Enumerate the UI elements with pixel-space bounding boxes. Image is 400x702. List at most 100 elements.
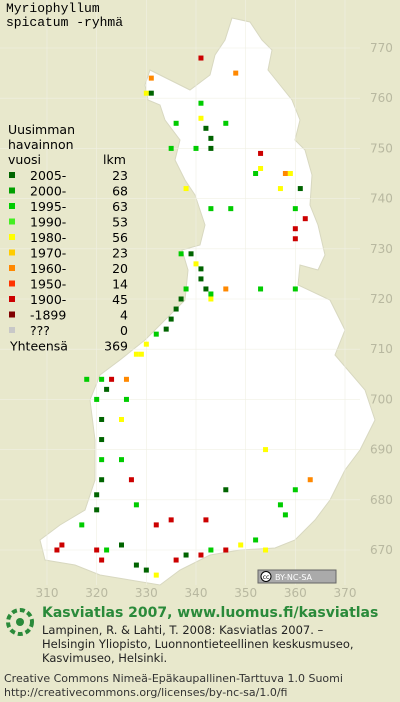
observation-square (99, 437, 105, 443)
legend-swatch (9, 234, 15, 240)
y-tick-label: 710 (370, 342, 393, 356)
observation-square (119, 542, 124, 548)
license-line: Creative Commons Nimeä-Epäkaupallinen-Ta… (4, 672, 343, 685)
legend-count: 0 (120, 323, 128, 338)
observation-square (253, 537, 259, 543)
citation-line: Lampinen, R. & Lahti, T. 2008: Kasviatla… (42, 623, 324, 637)
observation-square (208, 135, 214, 141)
observation-square (133, 351, 139, 357)
observation-square (223, 487, 229, 493)
x-tick-label: 370 (334, 586, 357, 600)
legend-label: 1950- (30, 277, 66, 292)
legend-count: 53 (112, 215, 128, 230)
observation-square (104, 547, 110, 553)
observation-square (99, 457, 105, 463)
observation-square (143, 90, 149, 96)
observation-square (282, 171, 288, 176)
observation-square (99, 416, 105, 422)
observation-square (138, 351, 144, 357)
observation-square (193, 261, 199, 267)
observation-square (178, 251, 184, 257)
legend-label: 2000- (30, 184, 66, 199)
observation-square (123, 376, 129, 382)
legend-total-label: Yhteensä (9, 339, 68, 354)
observations (54, 55, 313, 578)
legend-label: 1970- (30, 246, 66, 261)
legend-label: 1900- (30, 292, 66, 307)
legend-swatch (9, 280, 15, 287)
license-line: http://creativecommons.org/licenses/by-n… (4, 686, 287, 699)
observation-square (84, 376, 90, 382)
legend-count: 23 (112, 246, 128, 261)
logo (6, 608, 34, 636)
observation-square (292, 226, 298, 232)
legend-swatch (9, 249, 15, 256)
observation-square (94, 396, 100, 402)
legend-count: 4 (120, 308, 128, 323)
observation-square (258, 165, 264, 171)
legend-count: 56 (112, 230, 128, 245)
legend-header: vuosi (8, 152, 41, 167)
observation-square (223, 286, 229, 292)
observation-square (99, 477, 105, 483)
legend-label: 1960- (30, 261, 66, 276)
observation-square (119, 457, 124, 463)
observation-square (133, 562, 139, 568)
y-tick-label: 750 (370, 141, 393, 155)
x-tick-label: 350 (234, 586, 257, 600)
observation-square (188, 251, 194, 257)
y-tick-label: 720 (370, 292, 393, 306)
x-tick-label: 360 (284, 586, 307, 600)
observation-square (198, 100, 204, 106)
observation-square (119, 416, 124, 422)
x-tick-label: 340 (185, 586, 208, 600)
observation-square (302, 216, 308, 222)
footer-title: Kasviatlas 2007, www.luomus.fi/kasviatla… (42, 605, 378, 621)
legend-count: 14 (112, 277, 128, 292)
observation-square (109, 376, 115, 382)
legend-swatch (9, 187, 15, 194)
legend-count: 23 (112, 168, 128, 183)
observation-square (292, 206, 298, 212)
observation-square (292, 286, 298, 292)
legend-label: 2005- (30, 168, 66, 183)
observation-square (168, 145, 174, 151)
y-tick-label: 770 (370, 41, 393, 55)
y-tick-label: 730 (370, 242, 393, 256)
observation-square (128, 477, 134, 483)
observation-square (208, 291, 214, 297)
observation-square (233, 70, 239, 76)
badge-cc: cc (263, 574, 270, 581)
logo-center (16, 618, 24, 626)
observation-square (143, 341, 149, 347)
observation-square (263, 447, 269, 453)
observation-square (292, 236, 298, 242)
cc-badge: cc BY-NC-SA (257, 569, 337, 584)
observation-square (198, 115, 204, 121)
observation-square (99, 557, 105, 563)
observation-square (59, 542, 65, 548)
observation-square (143, 567, 149, 573)
legend-count: 68 (112, 184, 128, 199)
legend-count: 63 (112, 199, 128, 214)
observation-square (223, 120, 229, 126)
legend-total: 369 (104, 339, 128, 354)
legend-header: Uusimman (8, 122, 75, 137)
observation-square (277, 186, 283, 192)
observation-square (133, 502, 139, 508)
observation-square (253, 171, 259, 176)
observation-square (198, 552, 204, 558)
x-tick-label: 320 (85, 586, 108, 600)
observation-square (263, 547, 269, 553)
observation-square (297, 186, 303, 192)
observation-square (148, 90, 154, 96)
y-tick-label: 700 (370, 392, 393, 406)
legend-swatch (9, 311, 15, 318)
observation-square (277, 502, 283, 508)
observation-square (198, 276, 204, 282)
observation-square (208, 296, 214, 302)
observation-square (223, 547, 229, 553)
observation-square (282, 512, 288, 518)
observation-square (258, 150, 264, 156)
